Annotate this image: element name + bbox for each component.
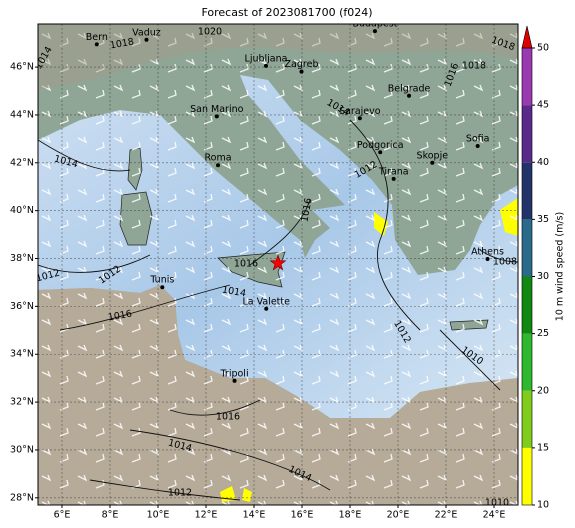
x-tick-label: 14°E [243,510,266,521]
colorbar-label: 10 m wind speed (m/s) [555,212,566,321]
city-label: Roma [204,153,231,164]
city-dot [232,378,237,383]
colorbar-tick-label: 35 [537,214,549,225]
isobar-label: 1020 [198,27,222,38]
colorbar-segment [522,276,532,334]
y-tick-label: 30°N [10,444,34,455]
colorbar-tick-label: 40 [537,157,549,168]
city-dot [299,69,304,74]
colorbar-tick-label: 20 [537,385,549,396]
y-tick-label: 38°N [10,253,34,264]
colorbar-tick-label: 10 [537,500,549,511]
city-dot [214,114,219,119]
colorbar-extend [521,25,533,49]
city-label: Athens [471,246,504,257]
y-tick-label: 34°N [10,349,34,360]
map-frame [37,23,519,506]
axes: 6°E 8°E 10°E 12°E 14°E 16°E 18°E 20°E 22°E 24°E 28… [10,62,505,521]
colorbar-segment [522,333,532,391]
city-label: Sarajevo [339,106,381,117]
city-dot [430,160,435,165]
city-label: Ljubljana [245,53,288,64]
city-dot [216,163,220,168]
y-tick-label: 44°N [10,109,34,120]
city-dot [391,176,396,181]
city-dot [94,42,99,47]
city-dot [475,144,480,149]
city-label: Belgrade [388,83,431,94]
city-label: Sofia [466,134,490,145]
colorbar-segment [522,105,532,163]
isobars [38,119,518,501]
city-dot [264,306,269,311]
city-dot [144,37,149,42]
colorbar-tick-label: 50 [537,43,549,54]
city-label: Tripoli [220,368,249,379]
city-dot [160,285,165,290]
city-label: La Valette [242,296,290,307]
y-tick-label: 32°N [10,397,34,408]
x-tick-label: 12°E [195,510,218,521]
colorbar-tick-label: 15 [537,442,549,453]
city-label: Budapest [352,19,397,30]
colorbar-segment [522,162,532,220]
colorbar-segment [522,390,532,448]
city-label: Skopje [417,150,449,161]
colorbar-tick-label: 45 [537,100,549,111]
x-tick-label: 10°E [147,510,170,521]
city-label: Podgorica [357,140,404,151]
y-tick-label: 42°N [10,157,34,168]
x-tick-label: 22°E [435,510,458,521]
isobar-label: 1016 [299,197,314,223]
x-tick-label: 20°E [387,510,410,521]
isobar-label: 1016 [107,308,133,323]
x-tick-label: 16°E [291,510,314,521]
isobar-label: 1016 [234,259,258,270]
city-label: Tunis [149,275,174,286]
x-tick-label: 8°E [102,510,119,521]
city-dot [372,29,377,34]
city-label: San Marino [190,104,243,115]
isobar-label: 1018 [109,36,135,51]
colorbar-tick-label: 30 [537,271,549,282]
city-dot [485,256,490,261]
colorbar: 10 15 20 25 30 35 40 45 50 10 m wind speed (m/s) [521,25,566,511]
isobar-label: 1014 [221,284,247,299]
isobar-label: 1008 [493,257,517,268]
x-tick-label: 18°E [339,510,362,521]
isobar-label: 1016 [216,412,240,423]
city-dot [357,116,362,121]
y-tick-label: 46°N [10,62,34,73]
isobar-label: 1012 [168,488,192,499]
isobar-label: 1010 [485,498,509,509]
colorbar-segment [522,219,532,277]
city-label: Bern [86,32,108,43]
x-tick-label: 6°E [54,510,71,521]
city-label: Vaduz [132,27,161,38]
colorbar-segment [522,48,532,106]
y-tick-label: 40°N [10,205,34,216]
city-label: Zagreb [285,59,319,70]
isobar-label: 1018 [462,61,486,72]
x-tick-label: 24°E [483,510,506,521]
title: Forecast of 2023081700 (f024) [201,6,372,19]
city-label: Tirana [378,166,409,177]
forecast-marker [269,254,287,271]
y-tick-label: 28°N [10,492,34,503]
colorbar-segment [522,447,532,505]
city-dot [378,150,383,155]
colorbar-tick-label: 25 [537,328,549,339]
city-dot [264,63,268,68]
y-tick-label: 36°N [10,301,34,312]
city-dot [407,93,412,98]
